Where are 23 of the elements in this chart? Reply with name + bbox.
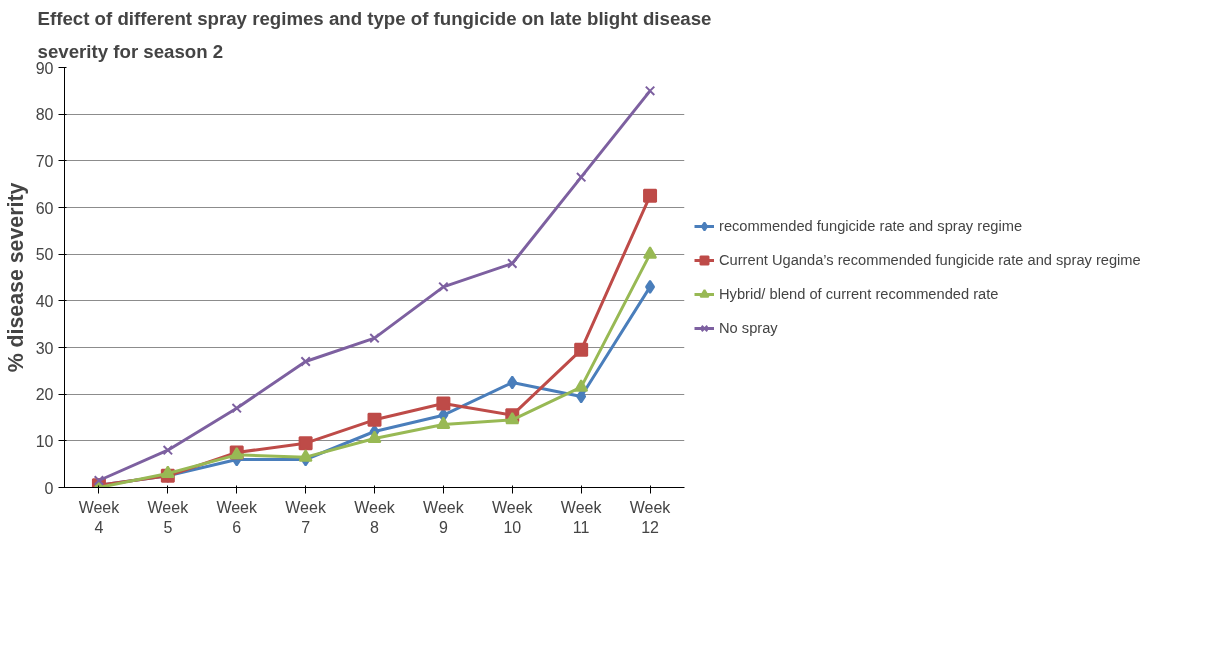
legend-label: No spray bbox=[719, 320, 778, 336]
x-tick-label: Week 7 bbox=[285, 498, 327, 536]
y-tick-label: 40 bbox=[35, 292, 54, 310]
x-tick-label: Week 6 bbox=[216, 498, 259, 536]
x-tick-label: Week 10 bbox=[491, 498, 534, 536]
x-tick-label: Week 4 bbox=[78, 498, 121, 536]
x-tick-label: Week 9 bbox=[423, 498, 465, 536]
y-tick-label: 20 bbox=[35, 386, 54, 404]
y-axis-title: % disease severity bbox=[3, 182, 28, 373]
y-tick-label: 10 bbox=[35, 432, 54, 450]
y-tick-label: 60 bbox=[35, 199, 54, 217]
legend-label: recommended fungicide rate and spray regime bbox=[719, 218, 1023, 234]
legend-label: Hybrid/ blend of current recommended rate bbox=[719, 286, 999, 302]
y-tick-label: 80 bbox=[35, 106, 54, 124]
legend-label: Current Uganda’s recommended fungicide rate and spray regime bbox=[719, 252, 1141, 268]
x-tick-label: Week 11 bbox=[560, 498, 603, 536]
y-tick-label: 50 bbox=[35, 246, 54, 264]
y-tick-label: 30 bbox=[35, 339, 54, 357]
y-tick-label: 0 bbox=[44, 479, 54, 497]
y-tick-label: 70 bbox=[35, 152, 54, 170]
x-tick-label: Week 5 bbox=[147, 498, 190, 536]
x-tick-label: Week 12 bbox=[629, 498, 672, 536]
x-tick-label: Week 8 bbox=[354, 498, 396, 536]
